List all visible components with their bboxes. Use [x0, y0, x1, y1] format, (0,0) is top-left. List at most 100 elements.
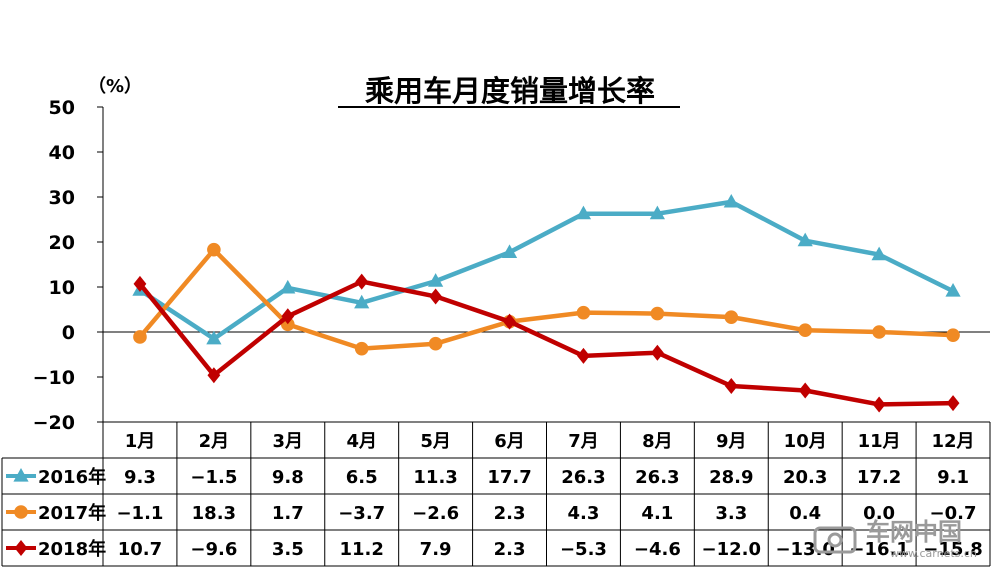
- data-point: [355, 273, 369, 290]
- table-cell: 1.7: [272, 503, 304, 524]
- table-cell: 2.3: [494, 503, 526, 524]
- watermark-logo-icon: [813, 526, 857, 554]
- y-tick-label: 20: [49, 232, 75, 254]
- y-tick-label: −10: [33, 367, 75, 389]
- table-cell: −0.7: [930, 503, 977, 524]
- table-cell: 11.2: [339, 539, 383, 560]
- data-point: [798, 382, 812, 399]
- data-point: [207, 242, 221, 257]
- table-cell: −3.7: [338, 503, 385, 524]
- data-point: [206, 330, 222, 345]
- x-category-label: 10月: [784, 431, 827, 452]
- data-point: [133, 330, 147, 344]
- series-lines: [132, 193, 961, 413]
- data-point: [946, 395, 960, 412]
- table-cell: 20.3: [783, 467, 827, 488]
- y-tick-label: 50: [49, 97, 75, 119]
- data-point: [428, 273, 444, 287]
- table-cell: −1.1: [116, 503, 163, 524]
- y-tick-label: 30: [49, 187, 75, 209]
- data-point: [501, 244, 518, 258]
- data-point: [724, 310, 739, 324]
- x-category-label: 6月: [494, 431, 525, 452]
- table-cell: 3.5: [272, 539, 304, 560]
- axes: [102, 107, 990, 422]
- table-cell: 9.3: [124, 467, 156, 488]
- data-point: [650, 306, 665, 321]
- data-point: [577, 347, 590, 364]
- legend-marker-icon: [14, 505, 28, 519]
- data-point: [650, 344, 664, 361]
- table-cell: −16.1: [849, 539, 909, 560]
- data-point: [724, 378, 738, 394]
- x-category-label: 1月: [125, 431, 156, 452]
- watermark: 车网中国 www.carnets.cn: [813, 518, 977, 560]
- x-category-label: 2月: [199, 431, 230, 452]
- legend-label: 2017年: [38, 502, 106, 524]
- data-point: [576, 305, 591, 320]
- data-point: [945, 283, 961, 297]
- x-category-label: 12月: [932, 431, 975, 452]
- table-cell: 26.3: [635, 467, 679, 488]
- x-category-label: 7月: [568, 431, 599, 452]
- data-point: [429, 288, 443, 305]
- table-cell: 10.7: [118, 539, 162, 560]
- watermark-url: www.carnets.cn: [890, 547, 977, 560]
- table-cell: −4.6: [634, 539, 681, 560]
- table-cell: 4.3: [568, 503, 600, 524]
- series-line-0: [138, 199, 954, 342]
- legend-marker-icon: [14, 540, 28, 556]
- x-category-label: 4月: [346, 431, 377, 452]
- table-cell: 0.0: [863, 503, 895, 524]
- x-category-label: 3月: [273, 431, 304, 452]
- x-category-label: 11月: [858, 431, 901, 452]
- data-point: [649, 205, 665, 220]
- data-point: [797, 232, 813, 247]
- table-cell: 11.3: [413, 467, 457, 488]
- table-cell: −15.8: [923, 539, 983, 560]
- legend-label: 2018年: [38, 538, 106, 560]
- table-cell: −5.3: [560, 539, 607, 560]
- legend-label: 2016年: [38, 466, 106, 488]
- data-point: [575, 205, 592, 220]
- data-point: [798, 323, 813, 338]
- table-cell: 0.4: [789, 503, 821, 524]
- y-tick-label: 0: [62, 322, 75, 344]
- data-point: [503, 313, 516, 330]
- y-axis-unit: （%）: [88, 76, 142, 97]
- data-point: [872, 325, 886, 339]
- table-cell: 6.5: [346, 467, 378, 488]
- table-cell: −2.6: [412, 503, 459, 524]
- data-point: [133, 275, 147, 292]
- table-cell: 17.7: [487, 467, 531, 488]
- y-tick-label: 10: [49, 277, 75, 299]
- data-point: [428, 336, 443, 351]
- x-category-label: 8月: [642, 431, 673, 452]
- data-point: [872, 396, 886, 413]
- data-point: [280, 279, 296, 294]
- table-cell: 17.2: [857, 467, 901, 488]
- data-table: 1月 2月 3月 4月 5月 6月 7月 8月 9月 10月 11月 12月 2016年 9.3 −1.5 9…: [1, 421, 991, 567]
- data-point: [871, 246, 887, 261]
- table-cell: 18.3: [192, 503, 236, 524]
- data-point: [723, 193, 739, 208]
- y-tick-label: 40: [49, 142, 75, 164]
- table-cell: 28.9: [709, 467, 753, 488]
- y-tick-label: −20: [33, 412, 75, 434]
- data-point: [354, 341, 369, 356]
- table-cell: 9.1: [937, 467, 969, 488]
- x-category-label: 9月: [716, 431, 747, 452]
- data-point: [281, 308, 295, 325]
- chart-title: 乘用车月度销量增长率: [365, 74, 655, 108]
- table-cell: 9.8: [272, 467, 304, 488]
- data-point: [946, 328, 960, 342]
- series-line-2: [138, 279, 954, 407]
- table-cell: 4.1: [641, 503, 673, 524]
- series-line-1: [138, 247, 954, 351]
- table-cell: −13.0: [775, 539, 835, 560]
- table-cell: −12.0: [702, 539, 762, 560]
- y-axis: 50 40 30 20 10 0 −10 −20: [33, 97, 103, 434]
- x-category-label: 5月: [420, 431, 451, 452]
- table-cell: 7.9: [420, 539, 452, 560]
